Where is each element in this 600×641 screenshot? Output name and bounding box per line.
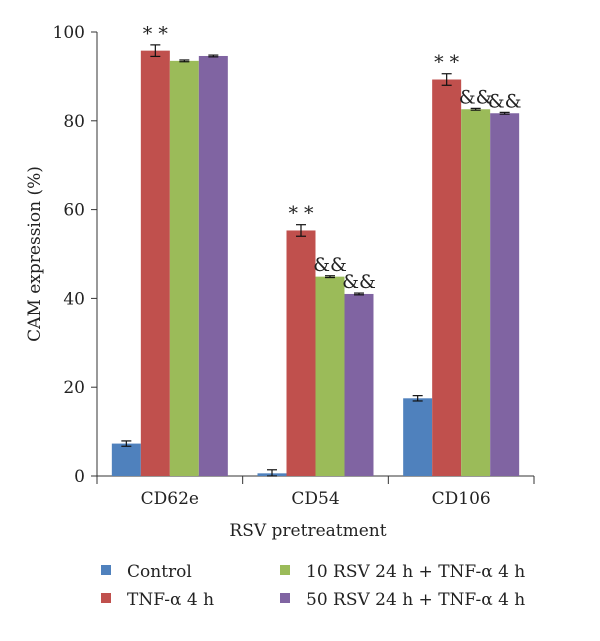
legend-label: 50 RSV 24 h + TNF-α 4 h [306,590,525,610]
significance-annotation: && [342,271,376,293]
legend-label: TNF-α 4 h [127,590,214,610]
legend-swatch [101,565,111,575]
bar [140,50,170,476]
legend-swatch [280,565,290,575]
x-axis-label: RSV pretreatment [229,521,386,541]
bar [432,79,462,477]
bar [111,443,141,476]
y-tick-label: 0 [74,467,85,487]
y-tick-label: 80 [63,112,85,132]
legend-swatch [280,593,290,603]
legend-entry: 10 RSV 24 h + TNF-α 4 h [280,562,525,582]
significance-annotation: * * [434,52,460,74]
bars [111,44,520,477]
bar [490,113,520,476]
bar [315,276,345,476]
x-tick-label: CD106 [432,489,491,509]
significance-annotation: * * [288,203,314,225]
bar [344,293,374,476]
significance-annotation: && [459,86,493,108]
x-tick-label: CD54 [291,489,339,509]
significance-annotation: && [488,90,522,112]
bar [461,109,491,477]
annotations: * ** ** *&&&&&&&& [143,23,522,293]
legend-entry: Control [101,562,192,582]
y-axis: 0 20 40 60 80 100 [53,23,98,487]
bar [286,230,316,476]
legend-label: Control [127,562,192,582]
significance-annotation: * * [143,23,169,45]
x-tick-label: CD62e [141,489,199,509]
legend-entry: 50 RSV 24 h + TNF-α 4 h [280,590,525,610]
significance-annotation: && [313,254,347,276]
bar [169,60,199,477]
bar [403,398,433,476]
y-tick-label: 40 [63,289,85,309]
legend-label: 10 RSV 24 h + TNF-α 4 h [306,562,525,582]
x-axis: CD62e CD54 CD106 [96,475,535,509]
legend-swatch [101,593,111,603]
legend: Control TNF-α 4 h 10 RSV 24 h + TNF-α 4 h 5… [101,562,525,610]
y-tick-label: 20 [63,378,85,398]
legend-entry: TNF-α 4 h [101,590,214,610]
y-axis-label: CAM expression (%) [25,166,45,342]
bar [198,55,228,476]
y-tick-label: 60 [63,201,85,221]
y-tick-label: 100 [53,23,85,43]
